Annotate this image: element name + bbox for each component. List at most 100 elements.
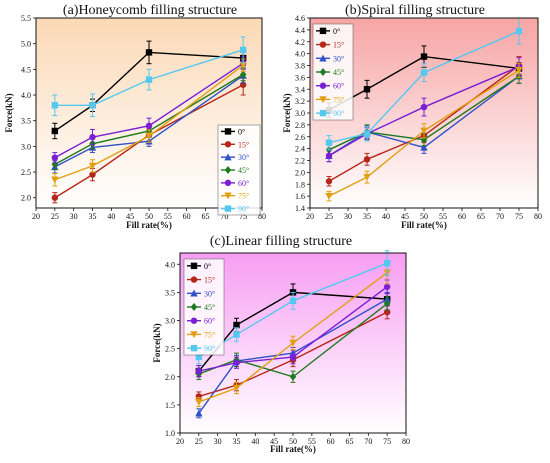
legend: 0° 15° 30° 45° 60° 75° 90°: [217, 124, 261, 216]
legend-marker: [190, 289, 198, 297]
y-tick-label: 1.4: [295, 204, 305, 213]
x-tick-label: 50: [420, 212, 428, 221]
data-point: [145, 132, 153, 140]
data-point: [363, 156, 371, 163]
legend-entry-label: 75°: [238, 192, 249, 201]
y-tick-label: 3.0: [21, 142, 31, 151]
legend-marker: [319, 27, 327, 35]
y-tick-label: 4.4: [295, 26, 305, 35]
x-tick-label: 45: [126, 212, 134, 221]
x-tick-label: 55: [308, 437, 316, 446]
x-tick-label: 25: [195, 437, 203, 446]
data-point: [145, 122, 153, 130]
legend-entry-label: 60°: [333, 82, 344, 91]
legend-marker: [224, 205, 232, 212]
y-tick-label: 3.2: [295, 97, 305, 106]
legend-entry-label: 0°: [238, 127, 245, 136]
data-point: [420, 69, 428, 76]
data-point: [420, 143, 428, 151]
x-tick-label: 40: [251, 437, 259, 446]
data-point: [51, 176, 59, 184]
y-tick-label: 4.6: [295, 14, 305, 23]
x-tick-label: 30: [70, 212, 78, 221]
x-tick-label: 75: [239, 212, 247, 221]
x-tick-label: 70: [220, 212, 228, 221]
series-line: [54, 49, 244, 106]
series-line: [328, 75, 520, 151]
x-tick-label: 45: [401, 212, 409, 221]
y-tick-label: 3.0: [165, 317, 175, 326]
series-line: [54, 62, 244, 159]
data-point: [233, 321, 240, 329]
data-point: [383, 299, 391, 308]
y-tick-label: 3.5: [21, 117, 31, 126]
y-tick-label: 4.5: [21, 65, 31, 74]
data-point: [89, 171, 96, 178]
data-point: [325, 139, 333, 146]
data-point: [363, 173, 371, 181]
legend-marker: [224, 179, 232, 187]
y-tick-label: 3.8: [295, 62, 305, 71]
legend-entry-label: 60°: [238, 179, 249, 188]
y-tick-label: 1.6: [295, 192, 305, 201]
series-line: [54, 84, 244, 199]
legend-marker: [190, 276, 198, 283]
x-tick-label: 40: [107, 212, 115, 221]
x-axis-label: Fill rate(%): [401, 220, 447, 230]
series-75-deg: [51, 58, 247, 187]
y-tick-label: 2.4: [295, 145, 305, 154]
data-point: [289, 353, 297, 361]
y-tick-label: 1.0: [165, 429, 175, 438]
plot-frame: [35, 17, 263, 209]
x-tick-label: 65: [202, 212, 210, 221]
series-line: [328, 69, 520, 197]
data-point: [51, 102, 59, 109]
series-line: [54, 64, 244, 181]
legend: 0° 15° 30° 45° 60° 75° 90°: [312, 23, 354, 121]
data-point: [145, 49, 153, 56]
x-tick-label: 65: [477, 212, 485, 221]
legend-marker: [224, 153, 232, 161]
data-point: [289, 339, 297, 347]
legend-entry-label: 75°: [204, 330, 215, 339]
data-point: [420, 53, 428, 60]
x-tick-label: 60: [183, 212, 191, 221]
x-tick-label: 80: [402, 437, 410, 446]
series-line: [198, 298, 388, 414]
data-point: [289, 297, 297, 305]
x-tick-label: 55: [439, 212, 447, 221]
x-tick-label: 25: [325, 212, 333, 221]
legend-marker: [224, 192, 232, 200]
x-tick-label: 35: [363, 212, 371, 221]
y-tick-label: 2.8: [295, 121, 305, 130]
y-tick-label: 5.5: [21, 14, 31, 23]
legend-entry-label: 30°: [333, 54, 344, 63]
x-tick-label: 75: [515, 212, 523, 221]
data-point: [89, 102, 96, 109]
y-tick-label: 3.4: [295, 85, 305, 94]
x-tick-label: 20: [306, 212, 314, 221]
legend-marker: [190, 317, 198, 324]
y-tick-label: 3.5: [165, 288, 175, 297]
legend-marker: [319, 41, 327, 48]
legend-entry-label: 30°: [204, 289, 215, 298]
legend-entry-label: 90°: [333, 109, 344, 118]
legend-marker: [190, 303, 198, 311]
legend-marker: [224, 166, 232, 174]
x-tick-label: 60: [327, 437, 335, 446]
data-point: [420, 127, 428, 135]
series-60-deg: [195, 279, 391, 378]
data-point: [51, 154, 59, 161]
legend-marker: [224, 141, 232, 148]
data-point: [515, 67, 523, 74]
x-tick-label: 80: [258, 212, 266, 221]
y-axis-label: Force(kN): [282, 93, 292, 132]
legend-marker: [190, 262, 198, 270]
data-point: [51, 127, 59, 135]
legend-marker: [319, 82, 327, 89]
data-point: [239, 70, 247, 79]
legend-marker: [224, 128, 232, 135]
data-point: [51, 194, 59, 201]
series-75-deg: [195, 260, 391, 408]
data-point: [289, 372, 297, 381]
